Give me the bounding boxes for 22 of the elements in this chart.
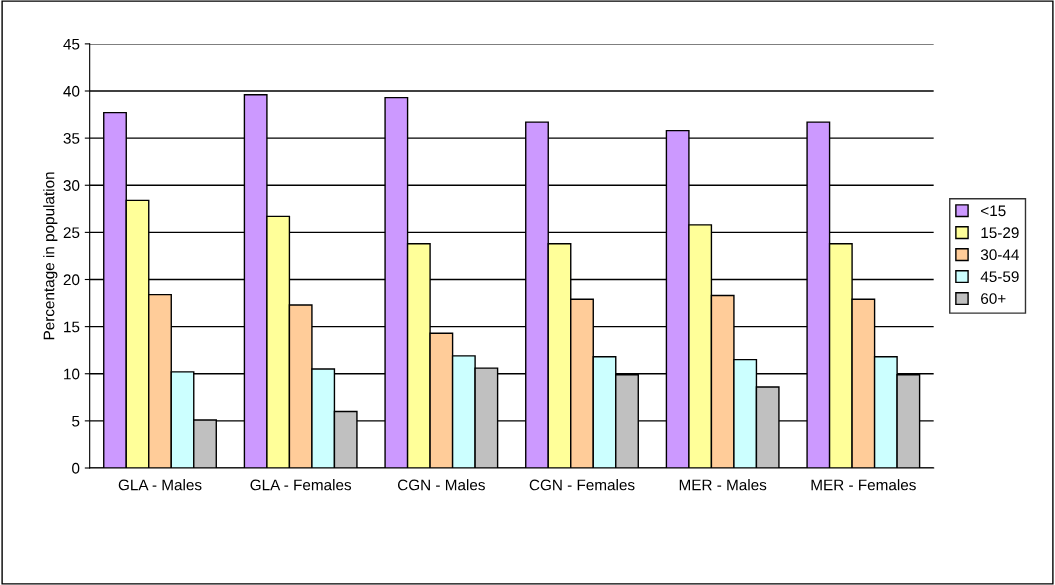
y-tick-label: 5 [72,415,80,427]
x-tick-label: GLA - Females [250,479,352,491]
y-tick-label: 40 [63,85,80,97]
y-tick-label: 0 [72,462,80,474]
x-tick-label: GLA - Males [118,479,202,491]
x-tick-label: MER - Males [679,479,767,491]
y-tick-label: 45 [63,38,80,50]
y-axis-title: Percentage in population [43,172,58,340]
x-tick-label: CGN - Females [529,479,635,491]
y-tick-label: 25 [63,227,80,239]
y-tick-label: 20 [63,274,80,286]
y-tick-label: 35 [63,132,80,144]
legend-label: 15-29 [981,227,1019,239]
legend-label: 30-44 [980,249,1019,261]
legend-label: 60+ [981,293,1006,304]
x-tick-label: MER - Females [811,479,916,491]
x-tick-label: CGN - Males [397,479,485,491]
legend-label: <15 [981,205,1006,217]
legend-label: 45-59 [980,271,1019,283]
y-tick-label: 30 [63,180,80,191]
y-tick-label: 10 [64,368,80,380]
y-tick-label: 15 [64,321,80,333]
